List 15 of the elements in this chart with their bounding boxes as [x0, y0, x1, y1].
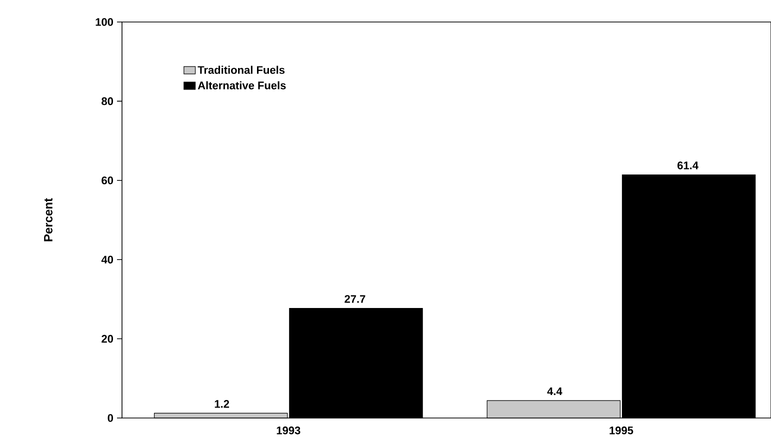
data-label: 4.4: [547, 387, 562, 396]
x-tick-label: 1993: [276, 426, 300, 434]
x-tick-label: 1995: [610, 426, 634, 434]
y-axis-title: Percent: [44, 198, 52, 242]
y-tick-label: 80: [102, 97, 114, 106]
y-tick-label: 20: [102, 334, 114, 343]
y-tick-label: 100: [96, 18, 114, 26]
data-label: 1.2: [214, 400, 230, 408]
y-tick-label: 60: [102, 176, 114, 184]
y-tick-label: 0: [108, 414, 114, 422]
y-tick-label: 40: [101, 256, 114, 264]
legend-label: Traditional Fuels: [198, 66, 285, 74]
data-label: 27.7: [344, 295, 366, 303]
data-label: 61.4: [677, 162, 698, 170]
legend-label: Alternative Fuels: [198, 81, 286, 90]
